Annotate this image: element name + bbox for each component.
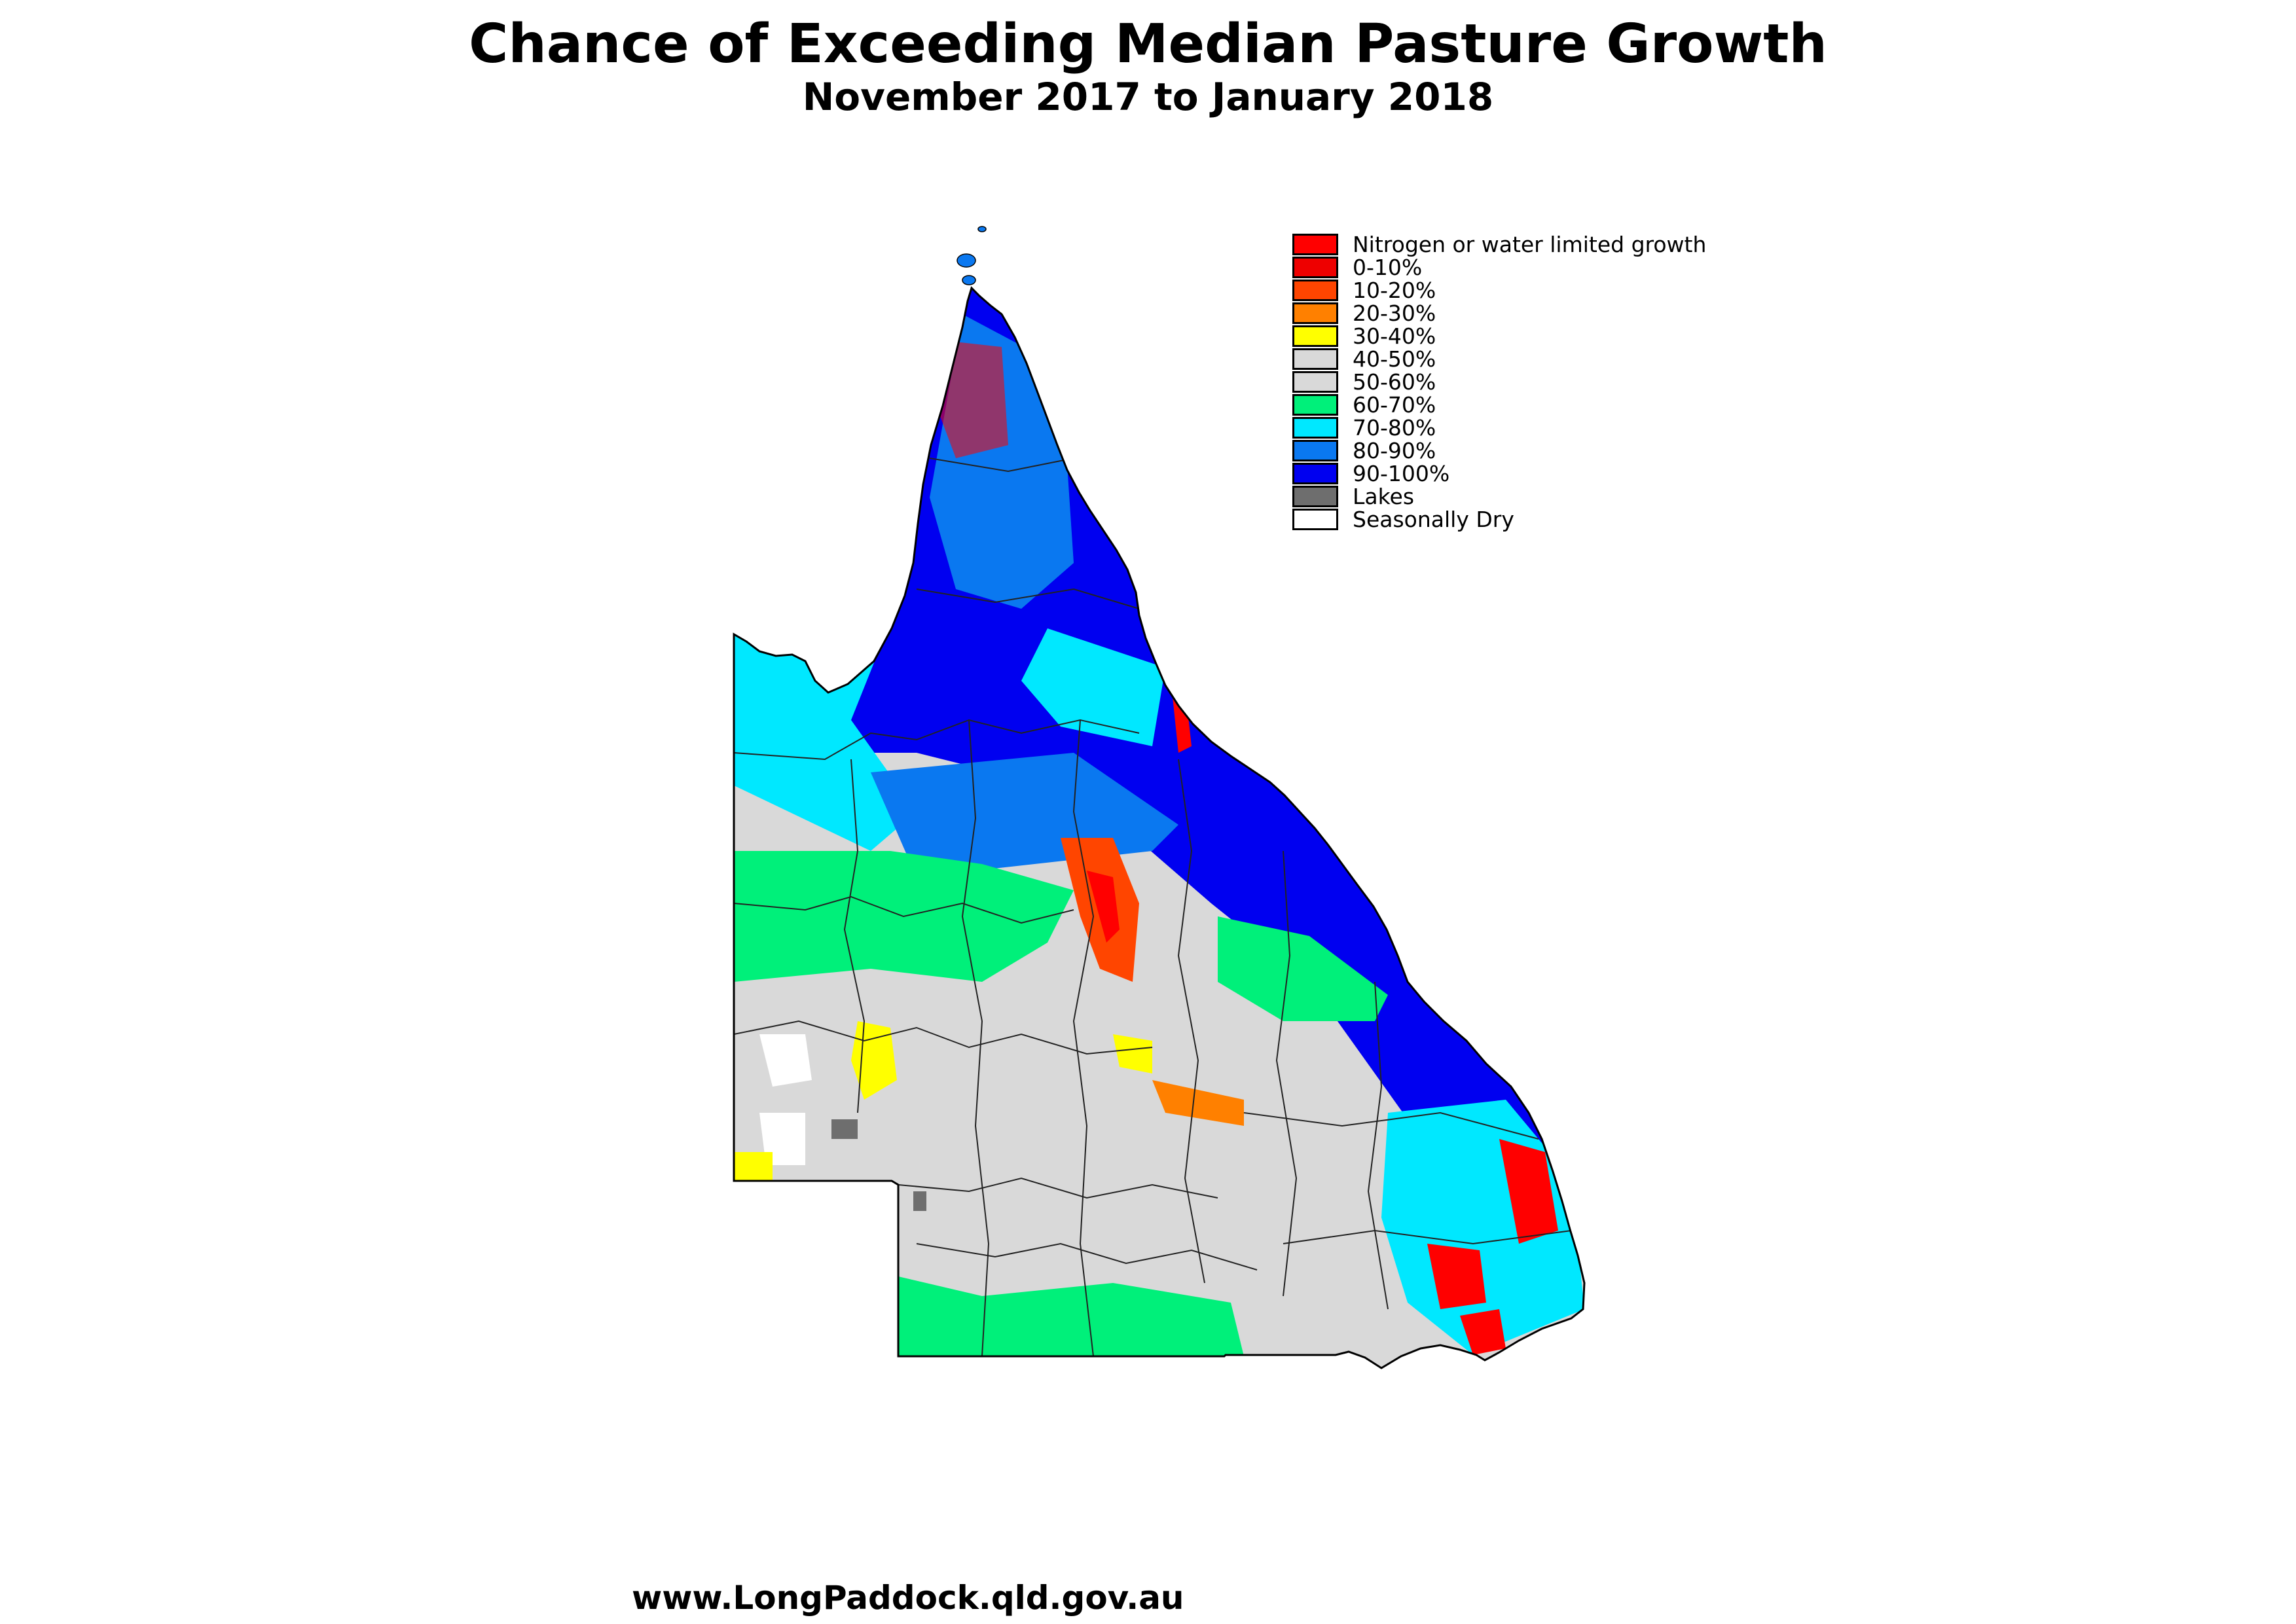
legend-swatch	[1292, 348, 1338, 370]
legend-label: 60-70%	[1353, 392, 1436, 418]
region-red-southeast-2	[1499, 1139, 1558, 1244]
region-green-east	[1218, 916, 1388, 1021]
legend-label: 10-20%	[1353, 278, 1436, 303]
legend-swatch	[1292, 280, 1338, 301]
region-seasonally-dry-1	[759, 1034, 812, 1087]
legend-item: 70-80%	[1292, 415, 1947, 441]
region-yellow-corner	[734, 1152, 773, 1181]
legend-swatch	[1292, 417, 1338, 439]
legend-label: Seasonally Dry	[1353, 507, 1514, 532]
legend-item: 50-60%	[1292, 369, 1947, 395]
legend-label: Lakes	[1353, 484, 1415, 509]
legend-item: 40-50%	[1292, 346, 1947, 372]
legend-label: 80-90%	[1353, 438, 1436, 463]
legend-item: 0-10%	[1292, 255, 1947, 280]
shire-boundaries	[734, 458, 1572, 1357]
legend-item: 10-20%	[1292, 278, 1947, 303]
legend-item: 80-90%	[1292, 438, 1947, 463]
legend-label: 20-30%	[1353, 300, 1436, 326]
region-lake-1	[831, 1119, 858, 1139]
legend-item: 20-30%	[1292, 300, 1947, 326]
legend-label: 90-100%	[1353, 461, 1450, 486]
legend-swatch	[1292, 394, 1338, 416]
legend-label: 50-60%	[1353, 369, 1436, 395]
legend-label: 40-50%	[1353, 346, 1436, 372]
legend-item: Nitrogen or water limited growth	[1292, 232, 1947, 257]
legend-swatch	[1292, 463, 1338, 484]
legend-swatch	[1292, 234, 1338, 255]
legend-swatch	[1292, 257, 1338, 278]
legend-swatch	[1292, 440, 1338, 461]
legend-swatch	[1292, 302, 1338, 324]
map-subtitle: November 2017 to January 2018	[802, 75, 1494, 119]
legend-swatch	[1292, 325, 1338, 347]
legend-item: Seasonally Dry	[1292, 507, 1947, 532]
legend-label: 0-10%	[1353, 255, 1423, 280]
region-orange-south	[1152, 1080, 1244, 1126]
legend-swatch	[1292, 509, 1338, 530]
region-yellow-central	[1113, 1034, 1152, 1074]
region-red-central	[1087, 871, 1120, 943]
region-green-south	[898, 1276, 1244, 1356]
legend-swatch	[1292, 371, 1338, 393]
footer-url[interactable]: www.LongPaddock.qld.gov.au	[632, 1579, 1184, 1617]
region-lake-2	[913, 1191, 926, 1211]
region-red-southeast-1	[1427, 1244, 1486, 1309]
legend-item: 90-100%	[1292, 461, 1947, 486]
legend-item: Lakes	[1292, 484, 1947, 509]
region-red-southeast-3	[1460, 1309, 1506, 1355]
region-cyan-gulf	[734, 622, 917, 851]
legend-label: Nitrogen or water limited growth	[1353, 232, 1707, 257]
region-red-cape	[936, 340, 1008, 458]
legend-item: 60-70%	[1292, 392, 1947, 418]
legend-item: 30-40%	[1292, 323, 1947, 349]
map-title: Chance of Exceeding Median Pasture Growt…	[469, 13, 1827, 75]
legend-label: 30-40%	[1353, 323, 1436, 349]
region-cyan-north	[1021, 628, 1165, 746]
legend-swatch	[1292, 486, 1338, 507]
cape-islands	[957, 226, 987, 285]
legend-label: 70-80%	[1353, 415, 1436, 441]
